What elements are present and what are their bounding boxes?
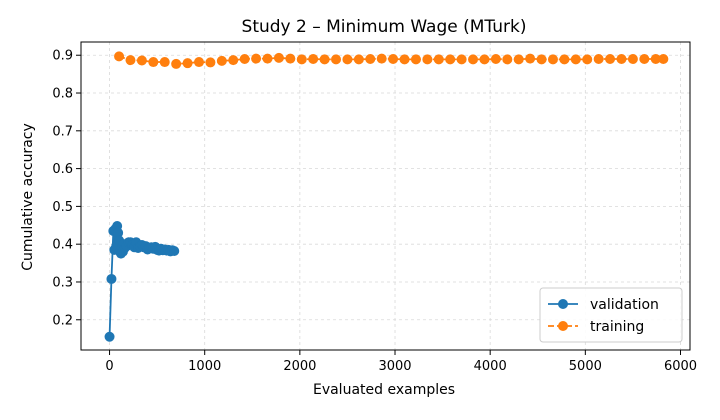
data-point-training [148,57,159,68]
data-point-training [547,54,558,65]
data-point-training [468,54,479,65]
data-point-validation [106,273,117,284]
data-point-training [331,54,342,65]
data-point-training [285,53,296,64]
legend-item-training: training [548,319,644,335]
data-point-training [182,58,193,69]
data-point-training [559,54,570,65]
data-point-validation [104,331,115,342]
y-axis-label: Cumulative accuracy [20,123,36,271]
x-tick-label: 5000 [569,359,602,374]
data-point-training [376,53,387,64]
y-axis: 0.2 0.3 0.4 0.5 0.6 0.7 0.8 0.9 [52,49,81,328]
legend-marker [558,321,568,331]
x-tick-label: 0 [105,359,113,374]
data-point-training [388,54,399,65]
data-point-training [616,54,627,65]
data-point-training [114,51,125,62]
data-point-training [251,53,262,64]
legend-item-validation: validation [548,297,659,313]
legend: validation training [539,287,683,343]
y-tick-label: 0.4 [52,238,73,253]
data-point-training [136,55,147,66]
data-point-training [159,57,170,68]
data-point-training [639,54,650,65]
legend-box [539,287,683,343]
series-validation [104,221,180,342]
data-point-training [513,54,524,65]
legend-label: training [590,319,644,335]
data-point-training [193,57,204,68]
data-point-training [296,54,307,65]
plot-frame [80,41,691,351]
legend-marker [558,299,568,309]
data-point-validation [169,245,180,256]
data-point-training [479,54,490,65]
data-point-training [399,54,410,65]
data-point-training [171,58,182,69]
data-point-training [525,53,536,64]
data-point-training [353,54,364,65]
y-tick-label: 0.9 [52,49,73,64]
data-point-training [319,54,330,65]
x-tick-label: 4000 [474,359,507,374]
legend-label: validation [590,297,659,313]
y-tick-label: 0.6 [52,162,73,177]
data-point-training [365,54,376,65]
data-point-validation [113,227,124,238]
data-point-training [490,54,501,65]
x-tick-label: 6000 [664,359,697,374]
data-point-training [228,55,239,66]
data-point-training [308,54,319,65]
x-tick-label: 3000 [378,359,411,374]
data-point-training [658,54,669,65]
data-point-training [239,54,250,65]
data-point-training [422,54,433,65]
data-point-training [593,54,604,65]
data-point-training [445,54,456,65]
data-point-training [582,54,593,65]
data-point-training [262,53,273,64]
data-point-training [456,54,467,65]
data-point-training [205,57,216,68]
series-layer [104,51,669,342]
data-point-training [216,55,227,66]
data-point-training [570,54,581,65]
y-tick-label: 0.7 [52,124,73,139]
x-tick-label: 2000 [283,359,316,374]
y-tick-label: 0.3 [52,275,73,290]
x-axis-label: Evaluated examples [313,382,455,398]
data-point-training [502,54,513,65]
data-point-training [627,54,638,65]
data-point-training [125,55,136,66]
data-point-training [536,54,547,65]
chart-title: Study 2 – Minimum Wage (MTurk) [242,17,527,37]
y-tick-label: 0.8 [52,87,73,102]
y-tick-label: 0.2 [52,313,73,328]
data-point-training [605,54,616,65]
y-tick-label: 0.5 [52,200,73,215]
data-point-training [433,54,444,65]
x-axis: 0 1000 2000 3000 4000 5000 6000 [105,350,697,374]
x-tick-label: 1000 [188,359,221,374]
data-point-training [650,54,661,65]
data-point-training [342,54,353,65]
data-point-training [410,54,421,65]
series-training [114,51,669,69]
data-point-training [273,52,284,63]
